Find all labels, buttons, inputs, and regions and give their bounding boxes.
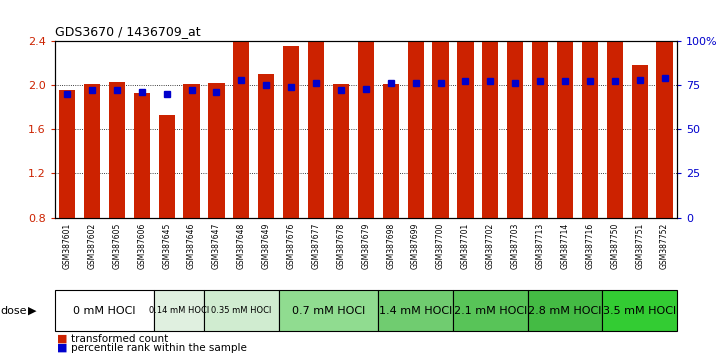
Text: percentile rank within the sample: percentile rank within the sample bbox=[71, 343, 248, 353]
Bar bbox=[632, 154, 648, 306]
Bar bbox=[357, 126, 374, 306]
Text: dose: dose bbox=[1, 306, 27, 316]
Bar bbox=[432, 31, 448, 218]
Bar bbox=[233, 96, 250, 306]
Text: 0.35 mM HOCl: 0.35 mM HOCl bbox=[211, 306, 272, 315]
Bar bbox=[582, 127, 598, 306]
Text: 0.14 mM HOCl: 0.14 mM HOCl bbox=[149, 306, 209, 315]
Bar bbox=[606, 119, 623, 306]
Bar bbox=[632, 65, 648, 218]
Text: 2.8 mM HOCl: 2.8 mM HOCl bbox=[529, 306, 601, 316]
Bar bbox=[204, 290, 279, 331]
Bar bbox=[457, 117, 473, 306]
Bar bbox=[308, 38, 324, 218]
Bar bbox=[557, 34, 573, 218]
Bar bbox=[557, 122, 573, 306]
Bar bbox=[233, 7, 250, 218]
Bar bbox=[108, 170, 125, 306]
Bar bbox=[84, 84, 100, 218]
Bar bbox=[279, 290, 379, 331]
Bar bbox=[532, 4, 548, 218]
Bar bbox=[657, 61, 673, 306]
Text: 2.1 mM HOCl: 2.1 mM HOCl bbox=[454, 306, 527, 316]
Bar bbox=[108, 82, 125, 218]
Bar bbox=[59, 179, 75, 306]
Bar bbox=[507, 39, 523, 218]
Bar bbox=[159, 115, 175, 218]
Bar bbox=[333, 172, 349, 306]
Bar bbox=[408, 126, 424, 306]
Bar bbox=[258, 162, 274, 306]
Text: ▶: ▶ bbox=[28, 306, 36, 316]
Bar bbox=[457, 29, 473, 218]
Bar bbox=[208, 83, 224, 218]
Text: ■: ■ bbox=[57, 334, 67, 344]
Bar bbox=[134, 93, 150, 218]
Text: 3.5 mM HOCl: 3.5 mM HOCl bbox=[603, 306, 676, 316]
Text: 0 mM HOCl: 0 mM HOCl bbox=[73, 306, 135, 316]
Text: 1.4 mM HOCl: 1.4 mM HOCl bbox=[379, 306, 452, 316]
Bar bbox=[482, 38, 499, 218]
Bar bbox=[453, 290, 528, 331]
Bar bbox=[582, 39, 598, 218]
Bar bbox=[283, 135, 299, 306]
Bar bbox=[657, 0, 673, 218]
Bar bbox=[183, 84, 199, 218]
Bar bbox=[308, 126, 324, 306]
Bar bbox=[59, 91, 75, 218]
Text: transformed count: transformed count bbox=[71, 334, 169, 344]
Bar bbox=[602, 290, 677, 331]
Bar bbox=[183, 172, 199, 306]
Bar bbox=[134, 181, 150, 306]
Bar bbox=[379, 290, 453, 331]
Bar bbox=[159, 203, 175, 306]
Bar bbox=[507, 127, 523, 306]
Bar bbox=[258, 74, 274, 218]
Bar bbox=[154, 290, 204, 331]
Bar bbox=[333, 84, 349, 218]
Bar bbox=[532, 93, 548, 306]
Bar bbox=[357, 38, 374, 218]
Bar bbox=[383, 172, 399, 306]
Text: 0.7 mM HOCl: 0.7 mM HOCl bbox=[292, 306, 365, 316]
Bar bbox=[55, 290, 154, 331]
Bar bbox=[528, 290, 602, 331]
Bar bbox=[482, 126, 499, 306]
Bar bbox=[208, 171, 224, 306]
Text: GDS3670 / 1436709_at: GDS3670 / 1436709_at bbox=[55, 25, 200, 38]
Bar bbox=[606, 31, 623, 218]
Bar bbox=[283, 46, 299, 218]
Bar bbox=[84, 172, 100, 306]
Bar bbox=[408, 38, 424, 218]
Text: ■: ■ bbox=[57, 343, 67, 353]
Bar bbox=[432, 119, 448, 306]
Bar bbox=[383, 84, 399, 218]
